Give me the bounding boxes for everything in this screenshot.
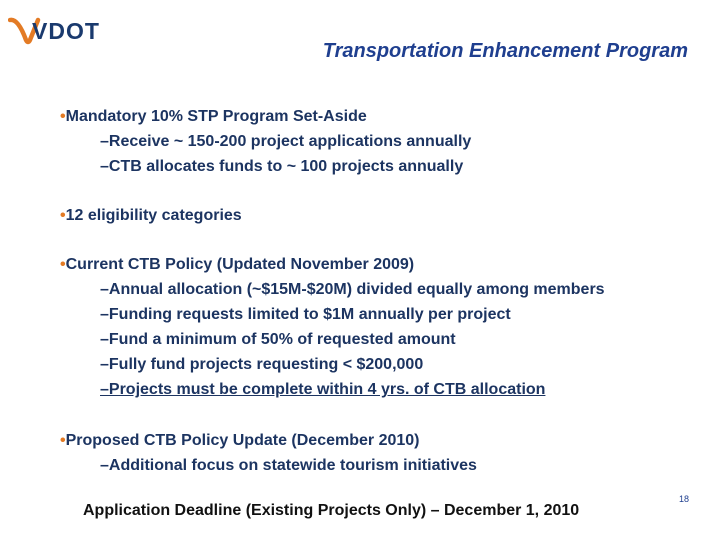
sub-item: –Funding requests limited to $1M annuall…: [100, 306, 511, 323]
sub-item: –Fully fund projects requesting < $200,0…: [100, 356, 424, 373]
bullet-item: •Mandatory 10% STP Program Set-Aside: [60, 108, 367, 125]
sub-item: –Receive ~ 150-200 project applications …: [100, 133, 472, 150]
vdot-logo-text: VDOT: [32, 18, 100, 44]
vdot-logo-icon: [8, 17, 41, 45]
sub-item: –CTB allocates funds to ~ 100 projects a…: [100, 158, 464, 175]
slide-content: •Mandatory 10% STP Program Set-Aside –Re…: [60, 104, 700, 478]
bullet-item: •Proposed CTB Policy Update (December 20…: [60, 432, 420, 449]
slide-title: Transportation Enhancement Program: [322, 40, 688, 62]
sub-item: –Additional focus on statewide tourism i…: [100, 457, 477, 474]
sub-item: –Annual allocation (~$15M-$20M) divided …: [100, 281, 605, 298]
sub-item-underlined: –Projects must be complete within 4 yrs.…: [100, 381, 546, 398]
page-number: 18: [679, 494, 690, 504]
application-deadline: Application Deadline (Existing Projects …: [83, 502, 580, 519]
bullet-item: •12 eligibility categories: [60, 207, 242, 224]
sub-item: –Fund a minimum of 50% of requested amou…: [100, 331, 456, 348]
bullet-item: •Current CTB Policy (Updated November 20…: [60, 256, 415, 273]
